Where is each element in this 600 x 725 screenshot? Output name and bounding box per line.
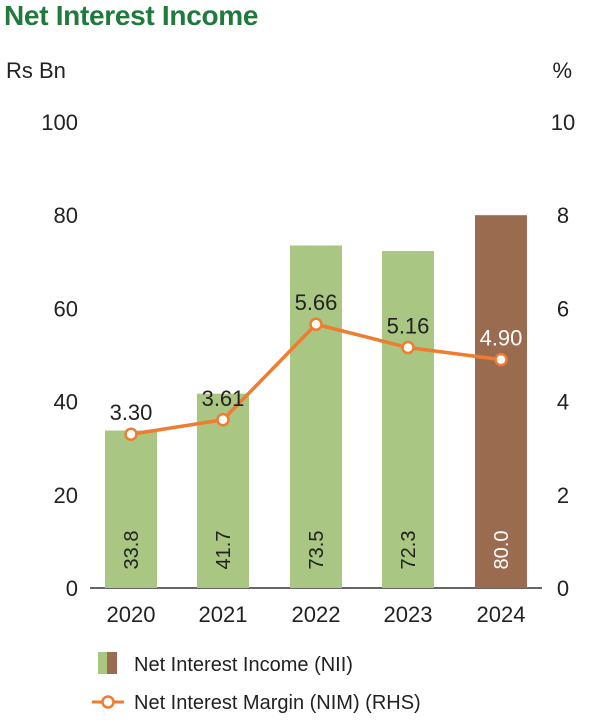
- legend: Net Interest Income (NII) Net Interest M…: [92, 652, 421, 714]
- right-tick-label: 4: [557, 390, 569, 415]
- nii-bar-labels: 33.8 41.7 73.5 72.3 80.0: [121, 531, 513, 570]
- nim-data-label: 5.66: [295, 290, 338, 315]
- nii-bar-2020: [105, 430, 157, 588]
- left-axis-ticks: 0 20 40 60 80 100: [41, 110, 78, 601]
- nim-point-2022: [309, 317, 323, 331]
- nii-bar-label: 73.5: [306, 531, 328, 570]
- right-axis-unit: %: [552, 58, 572, 83]
- nim-data-label: 4.90: [480, 326, 523, 351]
- right-tick-label: 6: [557, 296, 569, 321]
- x-tick-label: 2023: [384, 602, 433, 627]
- right-tick-label: 10: [551, 110, 575, 135]
- left-tick-label: 40: [54, 390, 78, 415]
- nim-data-label: 3.61: [202, 386, 245, 411]
- nim-data-label: 3.30: [110, 400, 153, 425]
- nim-point-2023: [401, 340, 415, 355]
- x-axis-ticks: 2020 2021 2022 2023 2024: [107, 602, 526, 627]
- nii-bar-label: 80.0: [491, 531, 513, 570]
- x-tick-label: 2021: [199, 602, 248, 627]
- nii-bar-2022: [290, 245, 342, 589]
- x-tick-label: 2024: [477, 602, 526, 627]
- nim-data-label: 5.16: [387, 314, 430, 339]
- nii-bars: [105, 215, 527, 589]
- left-axis-unit: Rs Bn: [6, 58, 66, 83]
- left-tick-label: 100: [41, 110, 78, 135]
- right-tick-label: 2: [557, 483, 569, 508]
- nii-bar-label: 72.3: [398, 531, 420, 570]
- nim-point-2020: [124, 427, 138, 441]
- legend-swatch-nii-green: [98, 652, 107, 674]
- nim-line-series: [124, 317, 508, 441]
- x-tick-label: 2022: [292, 602, 341, 627]
- left-tick-label: 20: [54, 483, 78, 508]
- nim-point-2021: [216, 413, 230, 427]
- chart-title: Net Interest Income: [4, 0, 259, 31]
- nim-point-2024: [494, 352, 508, 367]
- x-tick-label: 2020: [107, 602, 156, 627]
- legend-swatch-nii-brown: [107, 652, 117, 674]
- nii-bar-2024: [475, 215, 527, 588]
- nim-data-labels: 3.30 3.61 5.66 5.16 4.90: [110, 290, 523, 425]
- nii-bar-label: 41.7: [213, 531, 235, 570]
- legend-label-nii: Net Interest Income (NII): [134, 654, 353, 676]
- legend-label-nim: Net Interest Margin (NIM) (RHS): [134, 692, 421, 714]
- legend-swatch-nim-marker: [101, 695, 115, 709]
- right-tick-label: 8: [557, 203, 569, 228]
- nii-bar-2023: [382, 251, 434, 588]
- left-tick-label: 80: [54, 203, 78, 228]
- right-tick-label: 0: [557, 576, 569, 601]
- left-tick-label: 0: [66, 576, 78, 601]
- right-axis-ticks: 0 2 4 6 8 10: [551, 110, 575, 601]
- nii-bar-label: 33.8: [121, 531, 143, 570]
- left-tick-label: 60: [54, 296, 78, 321]
